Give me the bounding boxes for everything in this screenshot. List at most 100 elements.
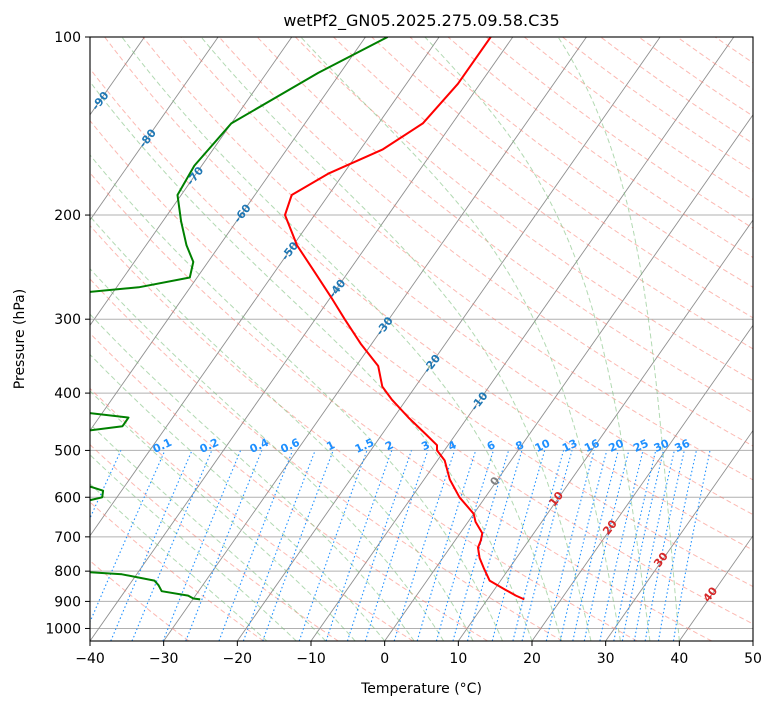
mixing-ratio-line — [435, 450, 494, 641]
x-tick-label: −20 — [223, 651, 253, 667]
isotherm-line — [90, 37, 293, 327]
mixing-ratio-line — [512, 450, 565, 641]
isotherm-line — [531, 324, 753, 641]
mixing-ratio-line — [325, 450, 393, 641]
y-tick-label: 800 — [54, 564, 81, 580]
moist-adiabat-line — [90, 313, 415, 641]
mixing-ratio-line — [131, 450, 213, 641]
moist-adiabat-line — [90, 423, 327, 641]
mixing-ratio-label: 10 — [533, 437, 553, 455]
dry-adiabat-line — [90, 67, 753, 588]
mixing-ratio-label: 16 — [582, 437, 602, 455]
y-tick-label: 300 — [54, 312, 81, 328]
dry-adiabat-line — [90, 278, 563, 641]
dry-adiabat-line — [90, 387, 414, 641]
line-labels: 0.10.20.40.611.52346810131620253036-100-… — [90, 89, 720, 605]
mixing-ratio-line — [545, 450, 595, 641]
isotherm-line — [236, 37, 661, 641]
x-tick-label: 0 — [380, 651, 389, 667]
mixing-ratio-line — [393, 450, 456, 641]
mixing-ratio-line — [364, 450, 429, 641]
isotherm-line — [605, 429, 753, 641]
x-tick-label: −10 — [296, 651, 326, 667]
dry-adiabat-line — [180, 37, 753, 481]
y-tick-label: 400 — [54, 386, 81, 402]
dry-adiabat-line — [295, 37, 753, 382]
y-tick-label: 1000 — [45, 621, 81, 637]
y-tick-label: 600 — [54, 490, 81, 506]
mixing-ratio-line — [185, 450, 263, 641]
plot-background — [90, 37, 753, 641]
y-tick-label: 200 — [54, 208, 81, 224]
isotherm-line — [678, 534, 753, 641]
temperature-line — [284, 37, 525, 601]
plot-frame — [89, 36, 754, 642]
moist-adiabat-line — [424, 37, 651, 641]
y-tick-label: 500 — [54, 443, 81, 459]
moist-adiabat-line — [90, 483, 268, 641]
y-tick-label: 700 — [54, 530, 81, 546]
dry-adiabat-line — [371, 37, 753, 319]
mixing-ratio-line — [521, 450, 573, 641]
mixing-ratio-line — [416, 450, 477, 641]
axes: −40 −30 −20 −10 0 10 20 30 40 50 100 200 300 400 500 60… — [45, 30, 762, 667]
moist-adiabat-line — [90, 80, 533, 641]
mixing-ratio-line — [218, 450, 294, 641]
dry-adiabat-line — [90, 560, 190, 641]
x-tick-label: 20 — [523, 651, 541, 667]
x-tick-label: −40 — [75, 651, 105, 667]
x-axis-title: Temperature (°C) — [360, 681, 482, 697]
x-tick-label: 40 — [670, 651, 688, 667]
moist-adiabat-line — [90, 268, 445, 641]
chart-title: wetPf2_GN05.2025.275.09.58.C35 — [283, 11, 559, 31]
mixing-ratio-line — [90, 450, 166, 624]
moist-adiabat-line — [90, 353, 386, 641]
mixing-ratio-label: 13 — [560, 437, 579, 455]
isotherm-line — [384, 114, 753, 641]
x-tick-label: 10 — [449, 651, 467, 667]
mixing-ratio-label: 25 — [631, 437, 650, 455]
mixing-ratio-label: 30 — [652, 437, 672, 455]
x-tick-label: 50 — [744, 651, 762, 667]
profile-series — [90, 37, 525, 601]
moist-adiabat-line — [557, 37, 680, 641]
moist-adiabat-line — [90, 215, 474, 641]
dry-adiabat-line — [333, 37, 753, 350]
dry-adiabat-line — [90, 172, 712, 641]
mixing-ratio-label: 20 — [607, 437, 627, 455]
moist-adiabat-line — [300, 37, 621, 641]
mixing-ratio-line — [242, 450, 316, 641]
mixing-ratio-line — [346, 450, 413, 641]
mixing-ratio-line — [262, 450, 334, 641]
mixing-ratio-line — [452, 450, 510, 641]
dry-adiabat-line — [142, 37, 753, 516]
moist-adiabat-line — [90, 390, 356, 641]
y-tick-label: 900 — [54, 594, 81, 610]
isotherm-line — [90, 37, 514, 641]
dry-adiabat-line — [90, 332, 488, 641]
isotherm-line — [90, 37, 440, 537]
mixing-ratio-line — [491, 450, 546, 641]
isotherm-line — [310, 37, 735, 641]
x-tick-label: 30 — [597, 651, 615, 667]
y-tick-label: 100 — [54, 30, 81, 46]
dry-adiabat-line — [90, 119, 753, 625]
background-lines — [90, 37, 753, 641]
mixing-ratio-label: 36 — [673, 437, 693, 455]
moist-adiabat-line — [121, 37, 562, 641]
mixing-ratio-line — [559, 450, 608, 641]
mixing-ratio-line — [162, 450, 242, 641]
mixing-ratio-line — [466, 450, 523, 641]
dewpoint-line — [90, 37, 389, 601]
isotherm-line — [90, 37, 366, 432]
dry-adiabat-line — [104, 37, 753, 551]
isotherm-line — [90, 37, 219, 221]
moist-adiabat-line — [90, 154, 503, 641]
moist-adiabat-line — [200, 37, 592, 641]
isotherm-line — [163, 37, 587, 641]
mixing-ratio-line — [298, 450, 368, 641]
isotherm-line — [457, 219, 753, 641]
mixing-ratio-line — [572, 450, 619, 641]
dry-adiabat-line — [218, 37, 753, 447]
